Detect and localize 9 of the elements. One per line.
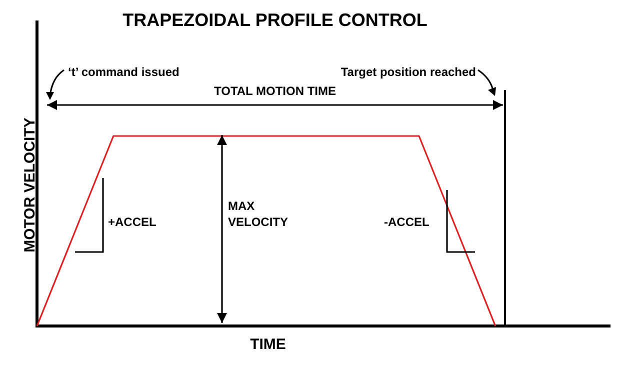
text: Target position reached: [340, 64, 476, 80]
annotation: -ACCEL: [384, 214, 430, 230]
annotation: +ACCEL: [108, 214, 156, 230]
annotation: MAX VELOCITY: [228, 198, 290, 230]
x-axis-title: TIME: [249, 336, 287, 353]
y-axis-title: MOTOR VELOCITY: [22, 118, 38, 252]
text: TOTAL MOTION TIME: [213, 83, 337, 99]
chart-title: TRAPEZOIDAL PROFILE CONTROL: [122, 10, 428, 31]
text: ‘t’ command issued: [68, 64, 180, 80]
